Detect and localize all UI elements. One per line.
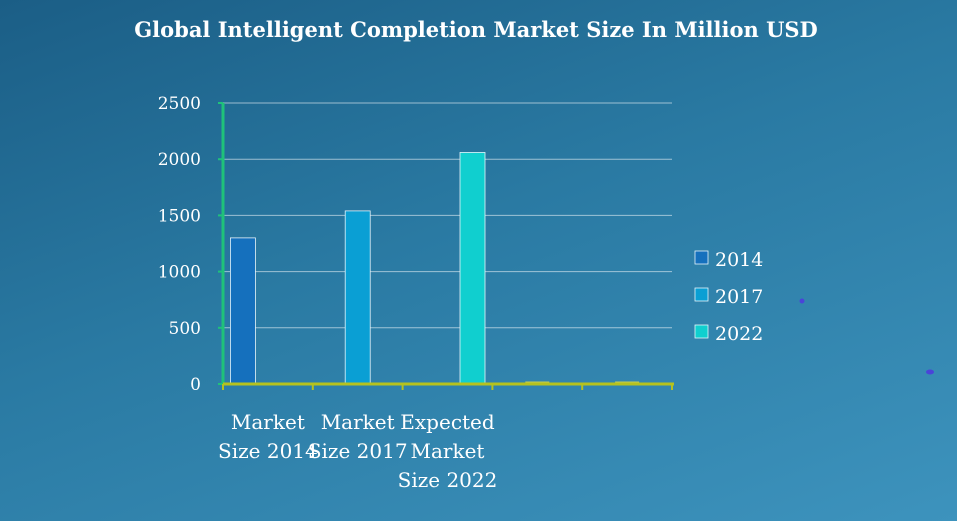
bar-2017: [344, 210, 371, 385]
x-category-label: Market: [411, 439, 485, 463]
x-category-label: Size 2017: [308, 439, 408, 463]
decorative-dot: [926, 369, 934, 375]
legend-label: 2017: [715, 286, 763, 308]
legend-label: 2014: [715, 249, 763, 271]
y-tick-label: 2500: [158, 94, 201, 114]
x-category-label: Size 2022: [398, 468, 498, 492]
legend-label: 2022: [715, 323, 763, 345]
y-tick-label: 2000: [158, 150, 201, 170]
x-category-label: Expected: [400, 410, 495, 434]
legend-swatch: [694, 324, 709, 339]
legend-swatch: [694, 250, 709, 265]
legend-swatch: [694, 287, 709, 302]
gridlines: [223, 102, 672, 329]
bar-2022: [459, 152, 486, 385]
decorative-dot: [799, 298, 805, 304]
x-category-label: Market: [321, 410, 395, 434]
axes: [218, 102, 674, 390]
y-tick-label: 1000: [158, 263, 201, 283]
bars: [229, 152, 640, 385]
y-tick-label: 1500: [158, 206, 201, 226]
x-category-label: Market: [231, 410, 305, 434]
y-tick-label: 0: [190, 375, 201, 395]
x-category-label: Size 2014: [218, 439, 318, 463]
y-axis-ticks: 0 500 1000 1500 2000 2500: [158, 94, 201, 395]
bar-2014: [229, 237, 256, 385]
y-tick-label: 500: [169, 319, 201, 339]
chart-title: Global Intelligent Completion Market Siz…: [134, 17, 818, 42]
legend: 2014 2017 2022: [694, 249, 763, 345]
